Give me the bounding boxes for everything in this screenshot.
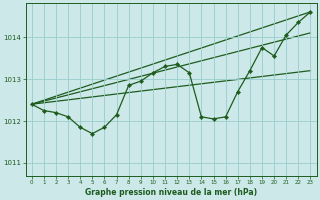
X-axis label: Graphe pression niveau de la mer (hPa): Graphe pression niveau de la mer (hPa) xyxy=(85,188,257,197)
